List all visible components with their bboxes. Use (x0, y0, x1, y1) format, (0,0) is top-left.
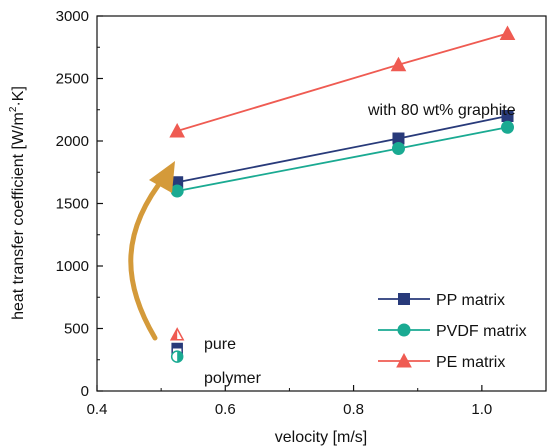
transition-arrow-head (149, 161, 175, 193)
y-axis-label: heat transfer coefficient [W/m2·K] (8, 86, 27, 320)
legend-label-pp-matrix: PP matrix (436, 292, 505, 309)
pvdf-matrix-line (177, 126, 508, 192)
legend: PP matrix PVDF matrix PE matrix (378, 292, 527, 371)
pure-circle-point-fill (177, 351, 183, 363)
y-tick-label: 3000 (56, 8, 89, 25)
graphite-annotation: with 80 wt% graphite (367, 102, 516, 119)
pure-square-point-fill (172, 343, 183, 349)
y-tick-label: 2500 (56, 71, 89, 88)
x-tick-label: 1.0 (471, 401, 492, 418)
x-tick-label: 0.4 (87, 401, 108, 418)
x-tick-label: 0.8 (343, 401, 364, 418)
legend-label-pe-matrix: PE matrix (436, 354, 505, 371)
y-tick-label: 1500 (56, 196, 89, 213)
legend-marker-pe-matrix (396, 352, 412, 368)
legend-marker-pvdf-matrix (397, 323, 411, 337)
pvdf-matrix-point (391, 142, 405, 155)
x-axis-label: velocity [m/s] (275, 429, 367, 446)
legend-label-pvdf-matrix: PVDF matrix (436, 323, 527, 340)
pure-polymer-label-line2: polymer (204, 370, 262, 387)
pvdf-matrix-point (170, 184, 184, 198)
pe-matrix-point (390, 56, 407, 72)
pp-matrix-line (177, 115, 508, 184)
y-axis: 0 500 1000 1500 2000 2500 3000 (56, 8, 103, 400)
pvdf-matrix-point (501, 120, 515, 134)
x-axis: 0.4 0.6 0.8 1.0 (87, 385, 492, 418)
pe-matrix-point (499, 25, 516, 40)
y-tick-label: 2000 (56, 133, 89, 150)
pure-polymer-points (169, 327, 185, 363)
pure-polymer-label-line1: pure (204, 336, 236, 353)
x-tick-label: 0.6 (215, 401, 236, 418)
y-tick-label: 0 (81, 383, 89, 400)
y-tick-label: 1000 (56, 258, 89, 275)
transition-arrow (128, 172, 169, 341)
legend-marker-pp-matrix (398, 293, 410, 305)
pure-triangle-point-fill (171, 328, 178, 340)
pe-matrix-point (169, 122, 186, 138)
y-tick-label: 500 (64, 321, 89, 338)
